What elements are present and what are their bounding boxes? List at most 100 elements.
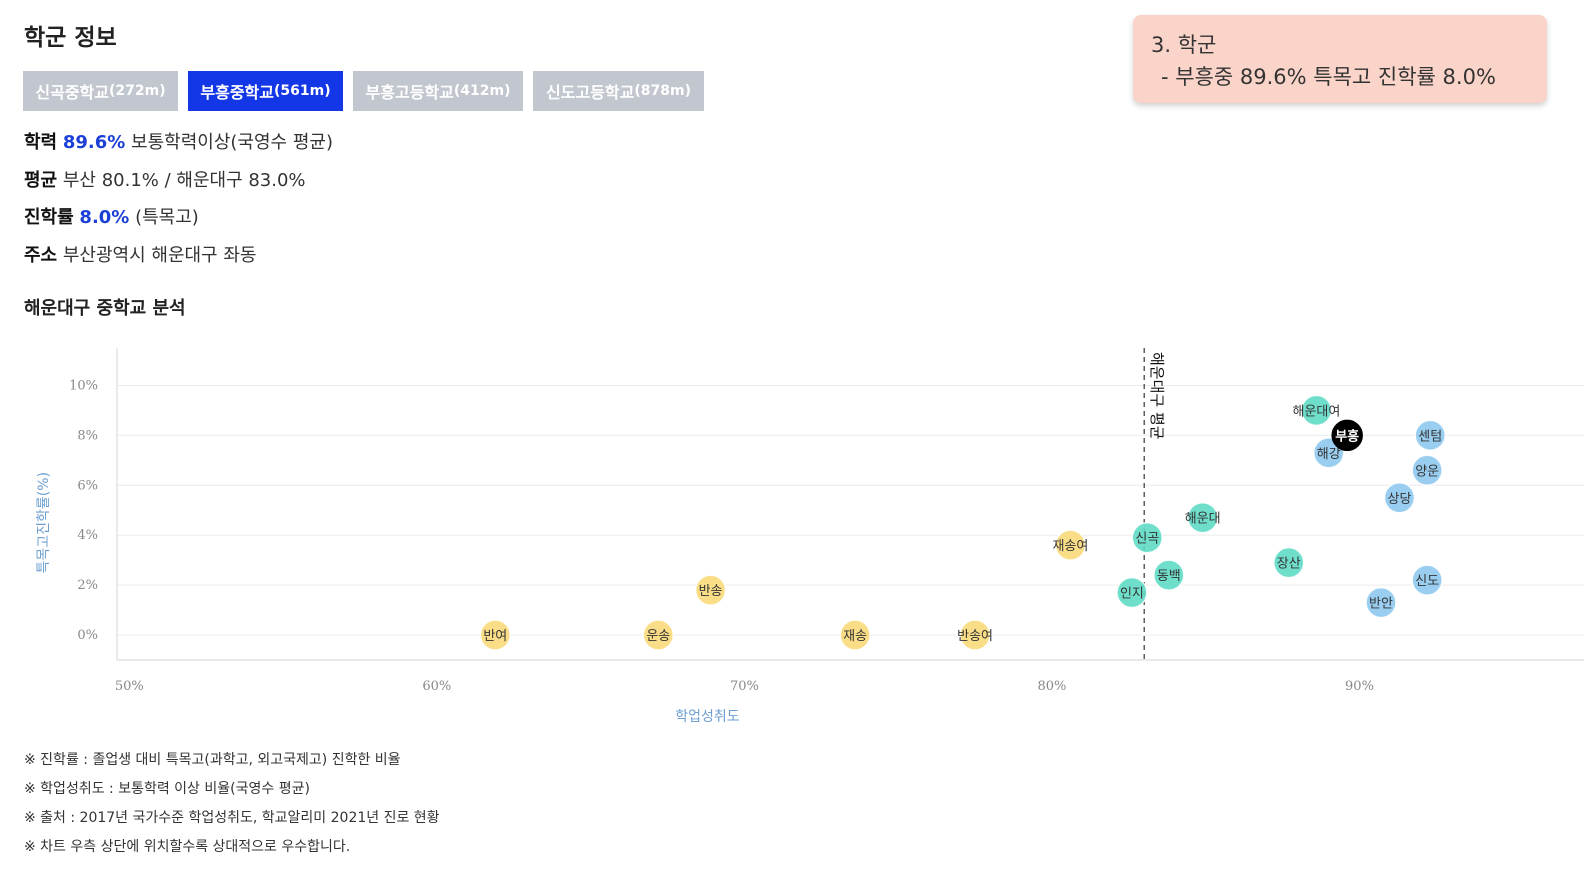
y-tick-label: 6% [77, 478, 98, 493]
point-marker [1116, 576, 1148, 609]
note-heading: 3. 학군 [1151, 33, 1217, 57]
data-point[interactable]: 부흥 [1331, 419, 1363, 452]
advancement-value: 8.0% [79, 207, 130, 228]
tab-distance: (561m) [274, 83, 331, 99]
point-marker [1153, 559, 1185, 591]
y-axis-title: 특목고진학률(%) [36, 472, 52, 574]
footnote-source: ※ 출처 : 2017년 국가수준 학업성취도, 학교알리미 2021년 진로 … [24, 810, 440, 826]
y-tick-label: 2% [77, 578, 98, 593]
tab-distance: (412m) [453, 83, 511, 99]
point-marker [1331, 419, 1363, 452]
y-tick-label: 10% [69, 378, 98, 393]
academic-value: 89.6% [62, 132, 126, 153]
footnote-guide: ※ 차트 우측 상단에 위치할수록 상대적으로 우수합니다. [24, 839, 351, 855]
point-marker [1186, 501, 1219, 534]
data-point[interactable]: 재송 [839, 619, 871, 651]
data-point[interactable]: 센텀 [1414, 419, 1446, 452]
point-marker [959, 619, 991, 651]
x-tick-label: 90% [1345, 679, 1374, 694]
point-label: 반송여 [957, 629, 993, 644]
footnote-advancement: ※ 진학률 : 졸업생 대비 특목고(과학고, 외고국제고) 진학한 비율 [24, 752, 401, 768]
data-point[interactable]: 신곡 [1131, 521, 1164, 554]
point-label: 센텀 [1418, 429, 1442, 444]
axis-ticks: 0% 2% 4% 6% 8% 10% 50% 60% 70% 80% 90% [69, 378, 1374, 694]
point-label: 동백 [1157, 569, 1181, 584]
data-point[interactable]: 동백 [1153, 559, 1185, 591]
reference-line-group: 해운대구 평균 [1143, 348, 1166, 660]
tab-label: 부흥고등학교 [365, 83, 454, 102]
y-tick-label: 4% [77, 528, 98, 543]
data-point[interactable]: 재송여 [1052, 529, 1088, 561]
point-marker [694, 574, 727, 606]
academic-text: 보통학력이상(국영수 평균) [131, 132, 333, 153]
data-point[interactable]: 반안 [1365, 586, 1397, 619]
tab-sindo-high[interactable]: 신도고등학교 (878m) [533, 71, 704, 111]
tab-label: 신곡중학교 [35, 83, 109, 102]
point-label: 해운대 [1185, 512, 1221, 527]
x-axis-title: 학업성취도 [675, 709, 740, 725]
point-marker [1365, 586, 1397, 619]
data-point[interactable]: 해운대 [1185, 501, 1221, 534]
point-label: 신도 [1415, 574, 1439, 589]
data-point[interactable]: 반여 [479, 619, 512, 651]
tab-distance: (272m) [109, 83, 166, 99]
data-point[interactable]: 장산 [1273, 546, 1305, 579]
data-point[interactable]: 인지 [1116, 576, 1148, 609]
point-label: 인지 [1120, 587, 1144, 602]
y-tick-label: 8% [77, 428, 98, 443]
info-average-row: 평균 부산 80.1% / 해운대구 83.0% [24, 166, 306, 192]
point-marker [1273, 546, 1305, 579]
data-point[interactable]: 반송 [694, 574, 727, 606]
scatter-chart: 0% 2% 4% 6% 8% 10% 50% 60% 70% 80% 90% 해운대구 평균 반여 운… [36, 348, 1584, 725]
data-point[interactable]: 신도 [1411, 564, 1443, 596]
tab-label: 부흥중학교 [200, 83, 274, 102]
section-title: 해운대구 중학교 분석 [24, 298, 186, 319]
point-marker [479, 619, 512, 651]
address-text: 부산광역시 해운대구 좌동 [62, 245, 257, 266]
point-label: 반안 [1369, 597, 1393, 612]
point-marker [839, 619, 871, 651]
note-card: 3. 학군 - 부흥중 89.6% 특목고 진학률 8.0% [1133, 15, 1547, 103]
footnotes: ※ 진학률 : 졸업생 대비 특목고(과학고, 외고국제고) 진학한 비율 ※ … [24, 750, 440, 866]
tab-label: 신도고등학교 [546, 83, 635, 102]
point-marker [1411, 564, 1443, 596]
point-marker [1411, 454, 1443, 487]
point-label: 반송 [699, 584, 723, 599]
average-text: 부산 80.1% / 해운대구 83.0% [62, 170, 306, 191]
point-label: 해운대여 [1293, 404, 1341, 419]
point-label: 재송여 [1052, 539, 1088, 554]
point-marker [1414, 419, 1446, 452]
x-tick-label: 50% [115, 679, 144, 694]
info-label: 주소 [24, 245, 58, 266]
tab-buheung-middle[interactable]: 부흥중학교 (561m) [188, 71, 343, 111]
point-label: 부흥 [1335, 428, 1359, 444]
footnote-achievement: ※ 학업성취도 : 보통학력 이상 비율(국영수 평균) [24, 781, 310, 797]
tab-distance: (878m) [634, 83, 691, 99]
point-marker [1131, 521, 1164, 554]
note-detail: - 부흥중 89.6% 특목고 진학률 8.0% [1161, 65, 1496, 89]
point-label: 신곡 [1135, 532, 1159, 547]
point-label: 양운 [1415, 464, 1439, 479]
tab-buheung-high[interactable]: 부흥고등학교 (412m) [353, 71, 523, 111]
point-label: 운송 [646, 629, 670, 644]
page-title: 학군 정보 [24, 25, 117, 51]
grid [117, 384, 1584, 636]
info-label: 학력 [24, 132, 58, 153]
tab-singok-middle[interactable]: 신곡중학교 (272m) [23, 71, 178, 111]
y-tick-label: 0% [77, 628, 98, 643]
info-academic-row: 학력 89.6% 보통학력이상(국영수 평균) [24, 128, 333, 154]
point-marker [1300, 394, 1333, 427]
data-point[interactable]: 운송 [642, 619, 675, 651]
point-label: 재송 [843, 629, 867, 644]
point-label: 반여 [483, 629, 507, 644]
data-point[interactable]: 반송여 [957, 619, 993, 651]
x-tick-label: 80% [1037, 679, 1066, 694]
info-label: 평균 [24, 170, 58, 191]
info-label: 진학률 [24, 207, 74, 228]
x-tick-label: 70% [730, 679, 759, 694]
point-marker [1054, 529, 1087, 561]
data-point[interactable]: 양운 [1411, 454, 1443, 487]
point-label: 장산 [1277, 557, 1301, 572]
data-point[interactable]: 상당 [1383, 482, 1416, 514]
data-point[interactable]: 해운대여 [1293, 394, 1341, 427]
